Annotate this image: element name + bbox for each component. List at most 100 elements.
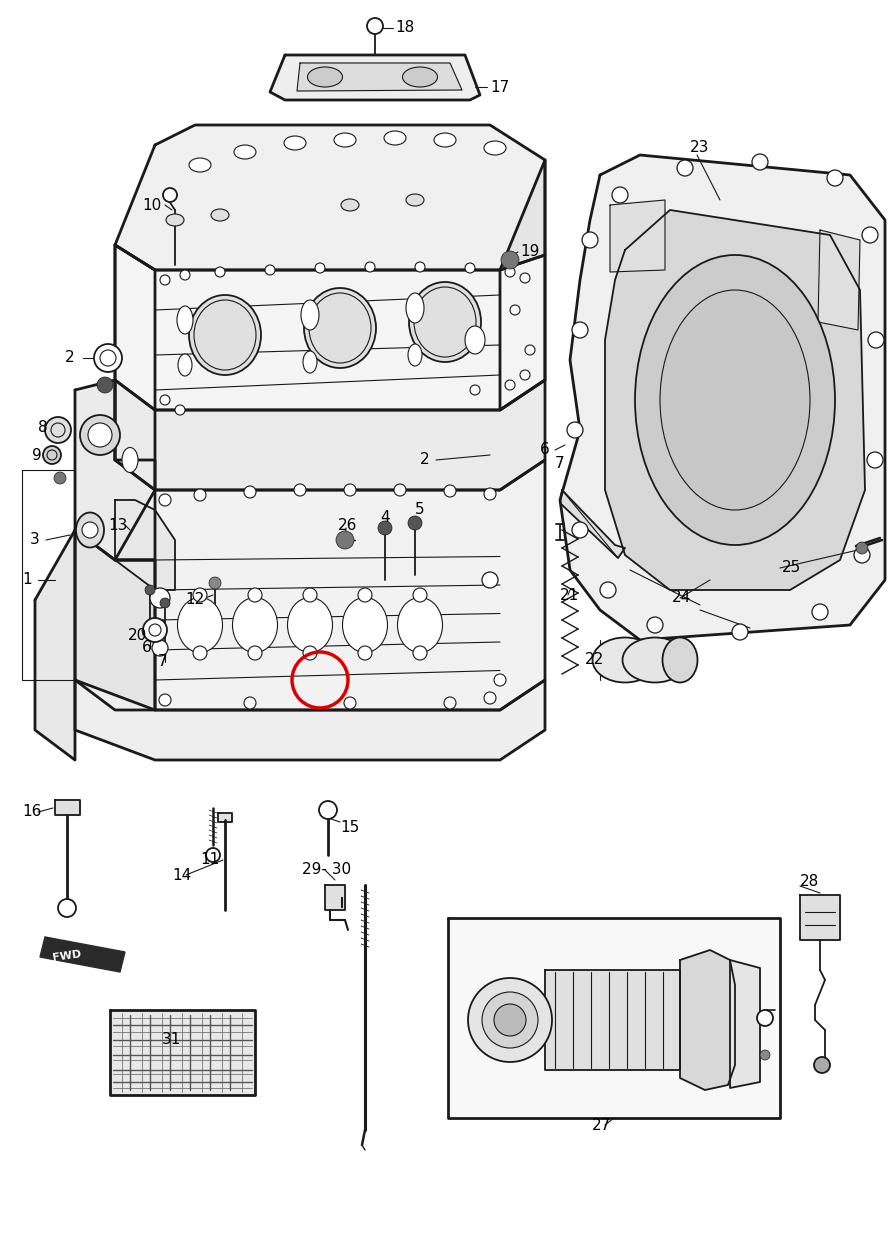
Ellipse shape <box>434 133 456 146</box>
Circle shape <box>812 603 828 620</box>
Polygon shape <box>560 155 885 640</box>
Circle shape <box>54 472 66 485</box>
Circle shape <box>160 394 170 404</box>
Circle shape <box>732 623 748 640</box>
Polygon shape <box>730 960 760 1088</box>
Circle shape <box>344 485 356 496</box>
Text: 23: 23 <box>690 140 709 155</box>
Circle shape <box>468 978 552 1062</box>
Ellipse shape <box>408 344 422 366</box>
Ellipse shape <box>211 209 229 222</box>
Circle shape <box>145 585 155 595</box>
Text: 31: 31 <box>162 1033 181 1048</box>
Circle shape <box>465 263 475 273</box>
Circle shape <box>444 485 456 497</box>
Circle shape <box>193 588 207 602</box>
Text: 4: 4 <box>380 511 389 526</box>
Circle shape <box>413 646 427 660</box>
Polygon shape <box>40 936 125 972</box>
Text: 11: 11 <box>200 853 220 868</box>
Text: 27: 27 <box>592 1118 611 1133</box>
Ellipse shape <box>288 597 332 652</box>
Ellipse shape <box>284 136 306 150</box>
Text: FWD: FWD <box>52 949 82 963</box>
Polygon shape <box>800 895 840 940</box>
Circle shape <box>752 154 768 170</box>
Text: 19: 19 <box>520 244 539 259</box>
Ellipse shape <box>484 141 506 155</box>
Ellipse shape <box>122 447 138 472</box>
Ellipse shape <box>660 290 810 510</box>
Circle shape <box>248 588 262 602</box>
Circle shape <box>510 305 520 316</box>
Circle shape <box>868 332 884 348</box>
Circle shape <box>408 516 422 530</box>
Ellipse shape <box>343 597 388 652</box>
Circle shape <box>600 582 616 598</box>
Circle shape <box>494 674 506 686</box>
Circle shape <box>43 446 61 464</box>
Ellipse shape <box>663 637 697 682</box>
Circle shape <box>482 572 498 588</box>
Circle shape <box>150 588 170 608</box>
Polygon shape <box>560 490 625 558</box>
Circle shape <box>520 371 530 381</box>
Circle shape <box>378 521 392 535</box>
Text: 21: 21 <box>560 587 580 602</box>
Circle shape <box>854 547 870 563</box>
Circle shape <box>82 522 98 538</box>
Polygon shape <box>75 381 155 560</box>
Circle shape <box>856 542 868 553</box>
Text: 25: 25 <box>782 561 801 576</box>
Text: 12: 12 <box>185 592 204 607</box>
Polygon shape <box>680 950 735 1090</box>
Ellipse shape <box>166 214 184 227</box>
Circle shape <box>413 588 427 602</box>
Circle shape <box>244 697 256 709</box>
Ellipse shape <box>189 158 211 172</box>
Text: 2: 2 <box>65 351 75 366</box>
Circle shape <box>303 588 317 602</box>
Text: 24: 24 <box>672 591 691 606</box>
Text: 6: 6 <box>540 442 550 457</box>
Ellipse shape <box>177 305 193 334</box>
Ellipse shape <box>397 597 443 652</box>
Circle shape <box>175 404 185 414</box>
Ellipse shape <box>76 512 104 547</box>
Circle shape <box>612 187 628 203</box>
Polygon shape <box>115 381 545 490</box>
Circle shape <box>319 801 337 819</box>
Circle shape <box>867 452 883 468</box>
Circle shape <box>265 265 275 275</box>
Ellipse shape <box>409 282 481 362</box>
Polygon shape <box>610 200 665 272</box>
Ellipse shape <box>465 326 485 354</box>
Circle shape <box>315 263 325 273</box>
Polygon shape <box>115 125 545 270</box>
Text: 2: 2 <box>420 452 430 467</box>
Text: 5: 5 <box>415 502 425 517</box>
Ellipse shape <box>635 255 835 545</box>
Circle shape <box>209 577 221 588</box>
Circle shape <box>367 18 383 34</box>
Circle shape <box>180 270 190 280</box>
Circle shape <box>470 386 480 394</box>
Ellipse shape <box>234 145 256 159</box>
Circle shape <box>482 992 538 1048</box>
Circle shape <box>88 423 112 447</box>
Circle shape <box>194 490 206 501</box>
Polygon shape <box>818 230 860 331</box>
Text: 1: 1 <box>22 572 31 587</box>
Circle shape <box>484 692 496 704</box>
Text: 13: 13 <box>108 517 128 532</box>
Circle shape <box>572 322 588 338</box>
Text: 16: 16 <box>22 805 41 820</box>
Ellipse shape <box>307 68 343 86</box>
Ellipse shape <box>301 300 319 331</box>
Polygon shape <box>75 680 545 760</box>
Circle shape <box>444 697 456 709</box>
Circle shape <box>159 495 171 506</box>
Circle shape <box>163 188 177 202</box>
Circle shape <box>582 232 598 248</box>
Ellipse shape <box>384 131 406 145</box>
